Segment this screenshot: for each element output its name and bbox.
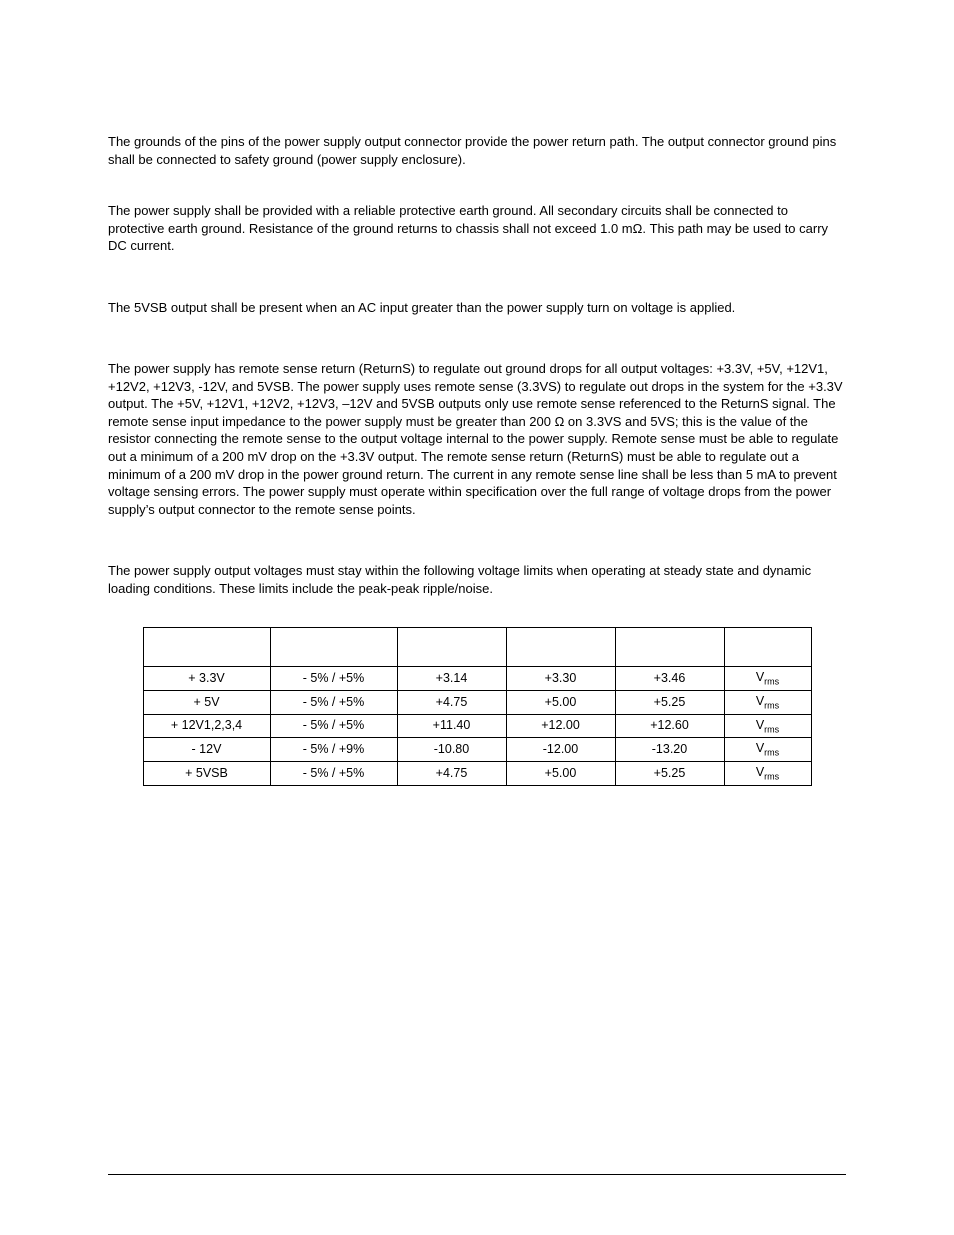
table-cell-max: +5.25 <box>615 690 724 714</box>
table-cell-unit: Vrms <box>724 714 811 738</box>
paragraph-5vsb: The 5VSB output shall be present when an… <box>108 299 846 317</box>
table-cell-nom: +3.30 <box>506 667 615 691</box>
table-header <box>397 628 506 667</box>
table-cell-nom: +5.00 <box>506 761 615 785</box>
table-row: + 3.3V- 5% / +5%+3.14+3.30+3.46Vrms <box>143 667 811 691</box>
table-cell-nom: -12.00 <box>506 738 615 762</box>
table-cell-unit: Vrms <box>724 738 811 762</box>
table-cell-max: +12.60 <box>615 714 724 738</box>
table-cell-nom: +12.00 <box>506 714 615 738</box>
table-cell-param: + 12V1,2,3,4 <box>143 714 270 738</box>
table-cell-min: -10.80 <box>397 738 506 762</box>
table-row: + 12V1,2,3,4- 5% / +5%+11.40+12.00+12.60… <box>143 714 811 738</box>
table-cell-max: -13.20 <box>615 738 724 762</box>
paragraph-grounds: The grounds of the pins of the power sup… <box>108 133 846 168</box>
table-header-row <box>143 628 811 667</box>
table-cell-param: + 5VSB <box>143 761 270 785</box>
table-cell-nom: +5.00 <box>506 690 615 714</box>
table-cell-param: + 3.3V <box>143 667 270 691</box>
table-cell-tol: - 5% / +5% <box>270 667 397 691</box>
table-header <box>506 628 615 667</box>
table-header <box>270 628 397 667</box>
table-cell-tol: - 5% / +5% <box>270 761 397 785</box>
table-header <box>615 628 724 667</box>
document-page: The grounds of the pins of the power sup… <box>0 0 954 1235</box>
footer-divider <box>108 1174 846 1175</box>
table-cell-tol: - 5% / +9% <box>270 738 397 762</box>
table-cell-min: +4.75 <box>397 761 506 785</box>
table-header <box>724 628 811 667</box>
table-cell-tol: - 5% / +5% <box>270 714 397 738</box>
table-header <box>143 628 270 667</box>
table-cell-max: +3.46 <box>615 667 724 691</box>
table-row: + 5VSB- 5% / +5%+4.75+5.00+5.25Vrms <box>143 761 811 785</box>
table-cell-min: +4.75 <box>397 690 506 714</box>
table-cell-param: - 12V <box>143 738 270 762</box>
table-cell-min: +11.40 <box>397 714 506 738</box>
paragraph-remote-sense: The power supply has remote sense return… <box>108 360 846 518</box>
paragraph-earth-ground: The power supply shall be provided with … <box>108 202 846 255</box>
table-row: + 5V- 5% / +5%+4.75+5.00+5.25Vrms <box>143 690 811 714</box>
table-cell-unit: Vrms <box>724 690 811 714</box>
table-row: - 12V- 5% / +9%-10.80-12.00-13.20Vrms <box>143 738 811 762</box>
paragraph-voltage-limits: The power supply output voltages must st… <box>108 562 846 597</box>
table-cell-tol: - 5% / +5% <box>270 690 397 714</box>
table-cell-param: + 5V <box>143 690 270 714</box>
table-cell-unit: Vrms <box>724 761 811 785</box>
table-cell-min: +3.14 <box>397 667 506 691</box>
table-cell-unit: Vrms <box>724 667 811 691</box>
table-cell-max: +5.25 <box>615 761 724 785</box>
voltage-limits-table: + 3.3V- 5% / +5%+3.14+3.30+3.46Vrms+ 5V-… <box>143 627 812 785</box>
